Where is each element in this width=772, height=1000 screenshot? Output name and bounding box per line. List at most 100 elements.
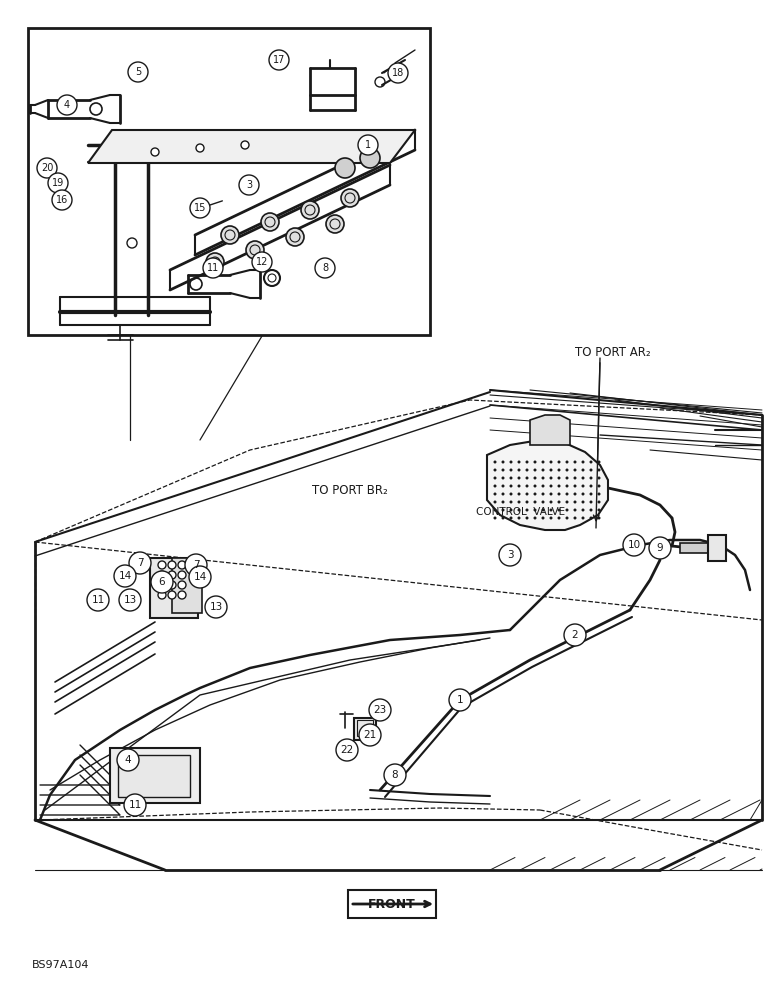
Circle shape bbox=[581, 492, 584, 495]
Circle shape bbox=[566, 500, 568, 504]
Circle shape bbox=[566, 508, 568, 512]
Text: 17: 17 bbox=[273, 55, 285, 65]
Text: 9: 9 bbox=[657, 543, 663, 553]
Text: 1: 1 bbox=[457, 695, 463, 705]
Circle shape bbox=[178, 581, 186, 589]
Circle shape bbox=[550, 460, 553, 464]
Circle shape bbox=[574, 460, 577, 464]
Circle shape bbox=[557, 460, 560, 464]
Circle shape bbox=[158, 571, 166, 579]
Circle shape bbox=[190, 198, 210, 218]
Circle shape bbox=[510, 516, 513, 520]
Circle shape bbox=[493, 477, 496, 480]
Circle shape bbox=[574, 485, 577, 488]
Circle shape bbox=[517, 468, 520, 472]
Circle shape bbox=[574, 468, 577, 472]
Circle shape bbox=[557, 485, 560, 488]
Circle shape bbox=[541, 492, 544, 495]
Circle shape bbox=[315, 258, 335, 278]
Text: 2: 2 bbox=[572, 630, 578, 640]
Circle shape bbox=[510, 477, 513, 480]
Circle shape bbox=[358, 135, 378, 155]
Circle shape bbox=[598, 500, 601, 504]
Circle shape bbox=[502, 485, 504, 488]
Circle shape bbox=[168, 581, 176, 589]
Circle shape bbox=[590, 516, 592, 520]
Circle shape bbox=[87, 589, 109, 611]
Text: 19: 19 bbox=[52, 178, 64, 188]
Circle shape bbox=[114, 565, 136, 587]
Circle shape bbox=[590, 508, 592, 512]
Circle shape bbox=[526, 485, 529, 488]
Circle shape bbox=[301, 201, 319, 219]
Text: BS97A104: BS97A104 bbox=[32, 960, 90, 970]
Circle shape bbox=[178, 561, 186, 569]
Circle shape bbox=[185, 554, 207, 576]
Text: 7: 7 bbox=[193, 560, 199, 570]
Bar bbox=[118, 755, 190, 797]
Circle shape bbox=[541, 485, 544, 488]
Circle shape bbox=[502, 516, 504, 520]
Text: 5: 5 bbox=[135, 67, 141, 77]
Circle shape bbox=[493, 492, 496, 495]
Circle shape bbox=[493, 508, 496, 512]
Circle shape bbox=[203, 258, 223, 278]
Circle shape bbox=[48, 173, 68, 193]
Text: 8: 8 bbox=[391, 770, 398, 780]
Circle shape bbox=[189, 566, 211, 588]
Bar bbox=[348, 890, 436, 918]
Circle shape bbox=[590, 468, 592, 472]
Circle shape bbox=[57, 95, 77, 115]
Text: 23: 23 bbox=[374, 705, 387, 715]
Circle shape bbox=[286, 228, 304, 246]
Circle shape bbox=[526, 477, 529, 480]
Circle shape bbox=[581, 500, 584, 504]
Circle shape bbox=[119, 589, 141, 611]
Circle shape bbox=[557, 492, 560, 495]
Circle shape bbox=[557, 500, 560, 504]
Circle shape bbox=[502, 508, 504, 512]
Circle shape bbox=[533, 492, 537, 495]
Circle shape bbox=[598, 485, 601, 488]
Text: 8: 8 bbox=[322, 263, 328, 273]
Circle shape bbox=[598, 516, 601, 520]
Circle shape bbox=[526, 492, 529, 495]
Circle shape bbox=[566, 516, 568, 520]
Bar bbox=[680, 543, 710, 553]
Circle shape bbox=[517, 492, 520, 495]
Text: FRONT: FRONT bbox=[368, 898, 416, 910]
Circle shape bbox=[590, 477, 592, 480]
Circle shape bbox=[359, 724, 381, 746]
Circle shape bbox=[510, 485, 513, 488]
Circle shape bbox=[336, 739, 358, 761]
Circle shape bbox=[517, 460, 520, 464]
Circle shape bbox=[502, 492, 504, 495]
Circle shape bbox=[598, 477, 601, 480]
Circle shape bbox=[388, 63, 408, 83]
Circle shape bbox=[37, 158, 57, 178]
Text: 4: 4 bbox=[64, 100, 70, 110]
Text: 22: 22 bbox=[340, 745, 354, 755]
Circle shape bbox=[517, 477, 520, 480]
Circle shape bbox=[449, 689, 471, 711]
Text: 3: 3 bbox=[506, 550, 513, 560]
Circle shape bbox=[168, 571, 176, 579]
Circle shape bbox=[510, 508, 513, 512]
Circle shape bbox=[564, 624, 586, 646]
Circle shape bbox=[550, 477, 553, 480]
Circle shape bbox=[533, 500, 537, 504]
Text: 21: 21 bbox=[364, 730, 377, 740]
Circle shape bbox=[221, 226, 239, 244]
Circle shape bbox=[533, 460, 537, 464]
Circle shape bbox=[550, 508, 553, 512]
Circle shape bbox=[550, 485, 553, 488]
Bar bbox=[708, 535, 726, 561]
Bar bbox=[357, 720, 373, 736]
Circle shape bbox=[623, 534, 645, 556]
Circle shape bbox=[581, 460, 584, 464]
Circle shape bbox=[649, 537, 671, 559]
Circle shape bbox=[124, 794, 146, 816]
Circle shape bbox=[526, 508, 529, 512]
Bar bbox=[354, 718, 376, 740]
Circle shape bbox=[239, 175, 259, 195]
